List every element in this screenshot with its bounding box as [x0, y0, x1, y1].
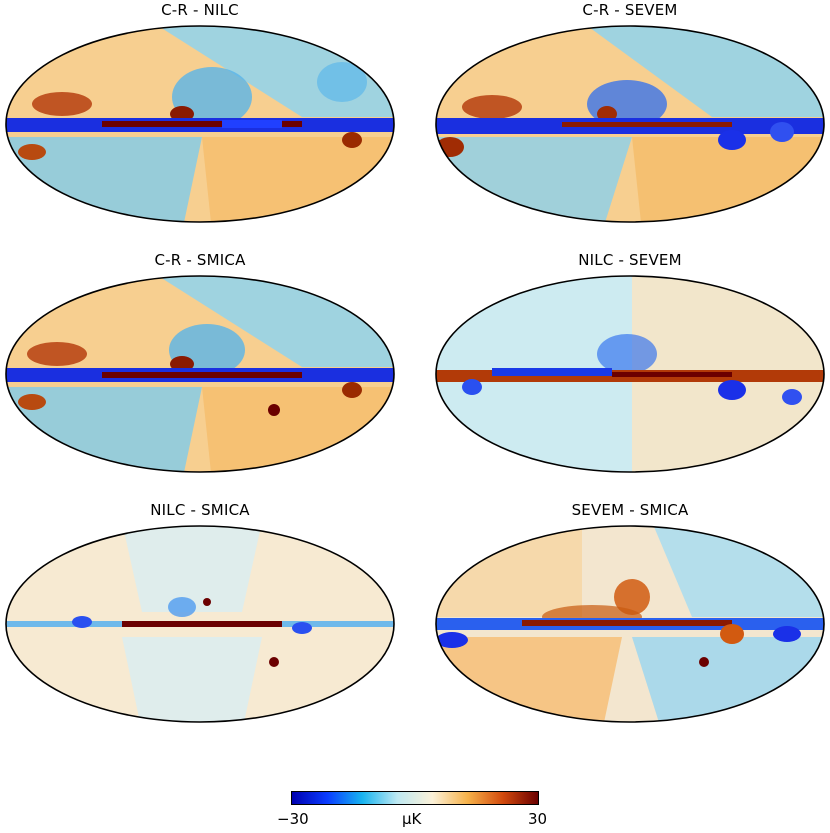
- colorbar: [291, 791, 539, 805]
- mollweide-map: [435, 525, 825, 723]
- mollweide-map: [5, 25, 395, 223]
- panel-title: NILC - SMICA: [150, 501, 250, 519]
- map-panel-cr-smica: C-R - SMICA: [2, 250, 398, 485]
- mollweide-map: [5, 525, 395, 723]
- map-panel-cr-sevem: C-R - SEVEM: [432, 0, 828, 235]
- mollweide-map: [435, 275, 825, 473]
- panel-title: NILC - SEVEM: [578, 251, 682, 269]
- mollweide-map: [5, 275, 395, 473]
- map-panel-nilc-smica: NILC - SMICA: [2, 500, 398, 735]
- panel-title: SEVEM - SMICA: [571, 501, 689, 519]
- colorbar-min-label: −30: [277, 810, 309, 828]
- map-panel-cr-nilc: C-R - NILC: [2, 0, 398, 235]
- mollweide-map: [435, 25, 825, 223]
- colorbar-unit-label: μK: [402, 810, 422, 828]
- panel-title: C-R - SEVEM: [582, 1, 678, 19]
- colorbar-max-label: 30: [528, 810, 548, 828]
- map-panel-nilc-sevem: NILC - SEVEM: [432, 250, 828, 485]
- panel-title: C-R - NILC: [161, 1, 239, 19]
- panel-title: C-R - SMICA: [154, 251, 246, 269]
- map-panel-sevem-smica: SEVEM - SMICA: [432, 500, 828, 735]
